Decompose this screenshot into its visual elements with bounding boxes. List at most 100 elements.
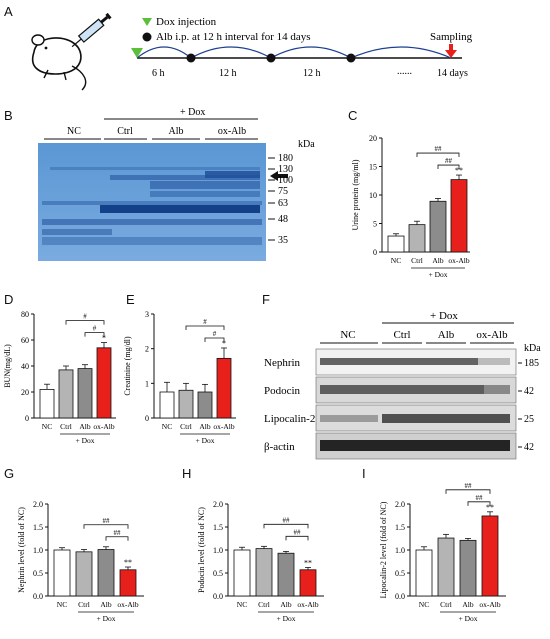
wb-group-nc: NC (340, 329, 355, 341)
gel-marker: 180 (278, 153, 293, 164)
y-tick-label: 5 (373, 220, 377, 229)
bar-alb (459, 539, 477, 597)
x-tick-label: NC (391, 256, 401, 265)
chart-nephrin: 0.0 0.5 1.0 1.5 2.0 Nephrin level (fold of NC… (17, 500, 144, 623)
chart-lipocalin: 0.0 0.5 1.0 1.5 2.0 Lipocalin-2 level (fold o… (379, 482, 506, 623)
significance-bracket-label: ## (294, 528, 302, 536)
x-tick-label: Alb (199, 422, 211, 431)
panel-label-g: G (4, 466, 15, 481)
panel-label-c: C (348, 108, 358, 123)
y-tick-label: 60 (21, 336, 29, 345)
significance-star: ** (124, 558, 132, 567)
y-tick-label: 1 (145, 379, 149, 388)
y-tick-label: 10 (369, 191, 377, 200)
significance-bracket-label: ## (445, 157, 453, 165)
x-tick-label: Ctrl (78, 600, 90, 609)
dox-legend-triangle-icon (142, 18, 152, 26)
wb-row-label: β-actin (264, 441, 295, 453)
x-tick-label: NC (419, 600, 429, 609)
x-tick-label: Ctrl (258, 600, 270, 609)
wb-group-ctrl: Ctrl (393, 329, 410, 341)
panel-label-e: E (126, 292, 135, 307)
y-tick-label: 0 (145, 414, 149, 423)
wb-row-label: Podocin (264, 385, 301, 397)
significance-star: ** (486, 503, 494, 512)
western-blot-panel: + Dox NC Ctrl Alb ox-Alb kDa Nephrin 185… (264, 310, 541, 460)
bar-ox-alb (96, 347, 112, 419)
bar-nc (53, 549, 71, 597)
bar-nc (415, 549, 433, 597)
bar-alb (77, 368, 93, 419)
gel-group-oxalb: ox-Alb (218, 126, 246, 137)
y-tick-label: 0 (373, 248, 377, 257)
gel-group-nc: NC (67, 126, 81, 137)
panel-label-d: D (4, 292, 14, 307)
x-tick-label: Alb (462, 600, 474, 609)
y-tick-label: 2.0 (33, 500, 43, 509)
panel-label-i: I (362, 466, 366, 481)
coomassie-gel-panel: + Dox NC Ctrl Alb ox-Alb kDa 180 130 100… (38, 107, 315, 261)
x-tick-label: Alb (79, 422, 91, 431)
significance-star: ** (455, 166, 463, 175)
bar-ox-alb (299, 569, 317, 597)
gel-band-arrow-icon (270, 171, 288, 181)
chart-podocin: 0.0 0.5 1.0 1.5 2.0 Podocin level (fold of NC… (197, 500, 324, 623)
x-tick-label: ox-Alb (448, 256, 469, 265)
bar-ctrl (437, 537, 455, 597)
x-tick-label: ox-Alb (479, 600, 500, 609)
bar-alb (277, 552, 295, 597)
wb-row-kda: 42 (524, 386, 534, 397)
mouse-syringe-illustration (31, 12, 112, 91)
significance-bracket (185, 325, 225, 330)
y-axis-label: Nephrin level (fold of NC) (17, 507, 26, 593)
alb-legend-label: Alb i.p. at 12 h interval for 14 days (156, 31, 311, 43)
y-tick-label: 1.5 (395, 523, 405, 532)
significance-bracket (204, 337, 225, 342)
significance-bracket (416, 152, 460, 158)
gel-marker: 48 (278, 214, 288, 225)
y-tick-label: 0.0 (33, 592, 43, 601)
bar-nc (39, 389, 55, 419)
alb-dot-2 (266, 53, 276, 63)
panel-label-b: B (4, 108, 13, 123)
x-tick-label: Ctrl (60, 422, 72, 431)
gel-marker: 130 (278, 164, 293, 175)
x-tick-label: Ctrl (180, 422, 192, 431)
significance-bracket (467, 501, 491, 506)
dox-group-label: + Dox (75, 436, 94, 445)
bar-ctrl (408, 224, 426, 253)
wb-row-kda: 25 (524, 414, 534, 425)
x-tick-label: NC (42, 422, 52, 431)
significance-bracket-label: ## (103, 517, 111, 525)
significance-bracket-label: ## (114, 529, 122, 537)
significance-bracket (437, 164, 460, 170)
chart-bun: 0 20 40 60 80 BUN(mg/dL) NC Ctrl Alb * ox-Alb + Dox… (3, 310, 116, 445)
panel-label-a: A (4, 4, 13, 19)
wb-row-kda: 185 (524, 358, 539, 369)
significance-bracket (83, 524, 129, 529)
significance-bracket-label: ## (465, 482, 473, 490)
y-tick-label: 1.0 (395, 546, 405, 555)
y-axis-label: BUN(mg/dL) (3, 344, 12, 388)
wb-row-label: Nephrin (264, 357, 301, 369)
alb-dot-1 (186, 53, 196, 63)
gel-dox-label: + Dox (180, 107, 205, 118)
y-tick-label: 0.5 (395, 569, 405, 578)
y-tick-label: 1.5 (33, 523, 43, 532)
wb-kda-label: kDa (524, 343, 541, 354)
x-tick-label: Ctrl (411, 256, 423, 265)
significance-bracket-label: # (203, 318, 207, 326)
wb-row-label: Lipocalin-2 (264, 413, 315, 425)
gel-marker: 100 (278, 175, 293, 186)
significance-bracket (263, 523, 309, 529)
y-axis-label: Creatinine (mg/dl) (124, 336, 132, 396)
bar-ox-alb (119, 569, 137, 597)
gel-group-alb: Alb (169, 126, 184, 137)
timeline-tick-2: 12 h (219, 68, 237, 79)
x-tick-label: Alb (280, 600, 292, 609)
significance-bracket-label: ## (476, 494, 484, 502)
y-tick-label: 2.0 (213, 500, 223, 509)
dox-group-label: + Dox (276, 614, 295, 623)
gel-bands (42, 167, 262, 245)
chart-urine-protein: 0 5 10 15 20 Urine protein (mg/ml) NC Ctrl Alb **… (351, 134, 470, 279)
